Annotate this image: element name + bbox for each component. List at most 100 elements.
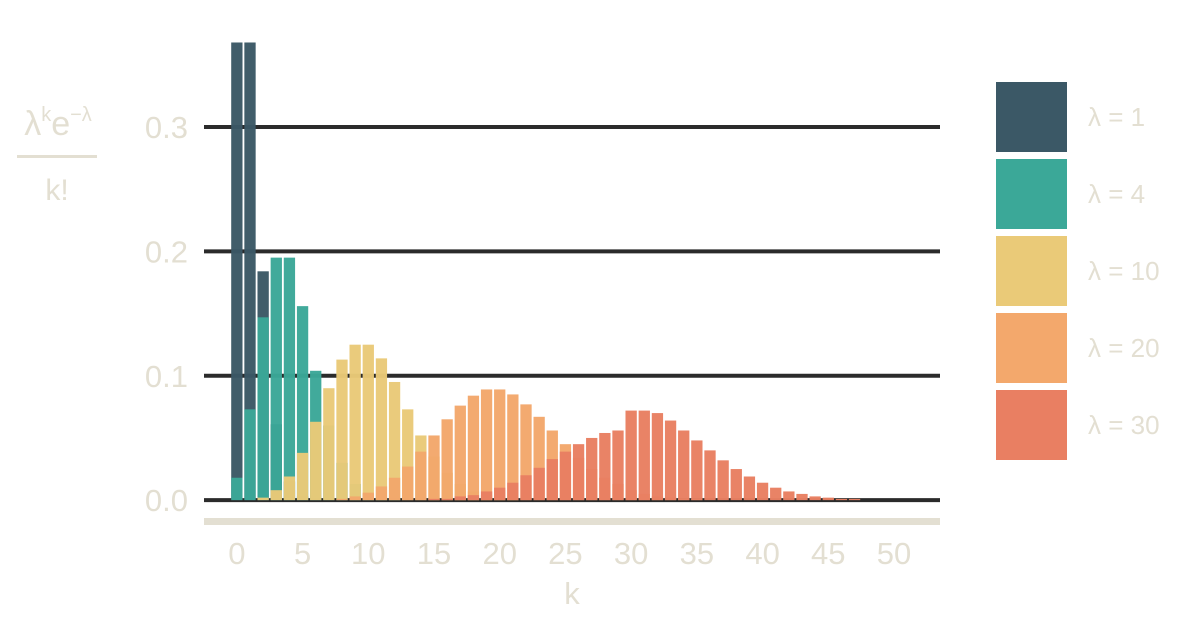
y-axis-title: λke−λ k! xyxy=(17,104,97,207)
bar xyxy=(362,344,374,501)
y-tick-labels: 0.0 0.1 0.2 0.3 xyxy=(145,110,188,518)
bar xyxy=(507,394,519,501)
bar xyxy=(848,498,861,501)
bar xyxy=(454,405,466,501)
x-tick-label: 40 xyxy=(745,536,779,571)
bar xyxy=(612,430,624,501)
bar xyxy=(257,317,269,501)
bar xyxy=(310,421,322,501)
y-axis-numerator: λke−λ xyxy=(24,104,92,143)
bar xyxy=(730,469,742,501)
bar xyxy=(467,395,480,501)
bar xyxy=(428,498,440,501)
x-tick-label: 45 xyxy=(811,536,845,571)
bar xyxy=(441,498,453,501)
bar xyxy=(375,358,388,501)
y-tick-label: 0.1 xyxy=(145,359,188,394)
bar xyxy=(507,482,519,501)
legend-swatch xyxy=(996,390,1067,460)
legend-label: λ = 4 xyxy=(1088,179,1145,209)
bar xyxy=(362,492,374,501)
bar xyxy=(533,467,545,501)
legend-label: λ = 1 xyxy=(1088,102,1145,132)
bar xyxy=(599,432,611,501)
bar xyxy=(428,435,440,501)
bar xyxy=(402,409,414,501)
bar xyxy=(638,410,650,501)
y-axis-denominator: k! xyxy=(45,174,68,207)
bar xyxy=(244,42,256,501)
legend-label: λ = 10 xyxy=(1088,256,1160,286)
bar xyxy=(231,42,243,501)
bar xyxy=(822,497,834,501)
y-tick-label: 0.2 xyxy=(145,234,188,269)
x-tick-labels: 0 5 10 15 20 25 30 35 40 45 50 xyxy=(228,536,911,571)
bar xyxy=(717,460,729,501)
bar xyxy=(480,389,493,501)
bar xyxy=(572,444,585,501)
bar xyxy=(494,487,506,501)
x-axis-line xyxy=(204,518,940,525)
bar xyxy=(586,437,598,501)
x-tick-label: 10 xyxy=(351,536,385,571)
bar xyxy=(625,410,637,501)
bar xyxy=(651,413,664,501)
x-tick-label: 5 xyxy=(294,536,311,571)
bar xyxy=(336,498,348,501)
x-tick-label: 35 xyxy=(680,536,714,571)
bar xyxy=(283,257,296,501)
x-tick-label: 50 xyxy=(877,536,911,571)
bar xyxy=(533,416,545,501)
x-tick-label: 0 xyxy=(228,536,245,571)
bar xyxy=(257,497,269,501)
bar xyxy=(375,486,388,501)
y-tick-label: 0.0 xyxy=(145,483,188,518)
bar xyxy=(704,450,716,501)
legend-label: λ = 30 xyxy=(1088,410,1160,440)
bar xyxy=(520,404,532,501)
legend-swatch xyxy=(996,82,1067,152)
bar xyxy=(349,344,361,501)
bar xyxy=(770,487,782,501)
bar xyxy=(441,419,453,501)
x-tick-label: 15 xyxy=(417,536,451,571)
bar xyxy=(296,452,309,501)
bar xyxy=(664,420,677,501)
legend-label: λ = 20 xyxy=(1088,333,1160,363)
legend: λ = 1 λ = 4 λ = 10 λ = 20 λ = 30 xyxy=(996,82,1160,460)
bar xyxy=(296,306,309,501)
legend-swatch xyxy=(996,159,1067,229)
bar xyxy=(244,409,256,501)
series-5 xyxy=(428,410,861,501)
bar xyxy=(494,389,506,501)
bar xyxy=(336,359,348,501)
y-tick-label: 0.3 xyxy=(145,110,188,145)
bar xyxy=(520,475,532,501)
bar xyxy=(388,381,401,501)
bar xyxy=(678,430,690,501)
bar xyxy=(756,482,769,501)
bar xyxy=(349,496,361,501)
bar xyxy=(283,476,296,501)
bar xyxy=(415,451,427,501)
x-tick-label: 30 xyxy=(614,536,648,571)
bar xyxy=(388,477,401,501)
bar xyxy=(480,491,493,501)
legend-swatch xyxy=(996,236,1067,306)
bar xyxy=(454,496,466,501)
bar xyxy=(231,477,243,501)
bar xyxy=(743,476,756,501)
bar xyxy=(796,493,808,501)
bar xyxy=(323,388,335,501)
x-tick-label: 25 xyxy=(548,536,582,571)
bar xyxy=(783,491,795,501)
y-axis-fraction-bar xyxy=(17,155,97,158)
bar xyxy=(559,451,572,501)
x-tick-label: 20 xyxy=(482,536,516,571)
bar xyxy=(270,490,282,501)
bar xyxy=(691,440,703,501)
bar xyxy=(270,257,282,501)
bar xyxy=(809,496,821,501)
bar xyxy=(402,466,414,501)
